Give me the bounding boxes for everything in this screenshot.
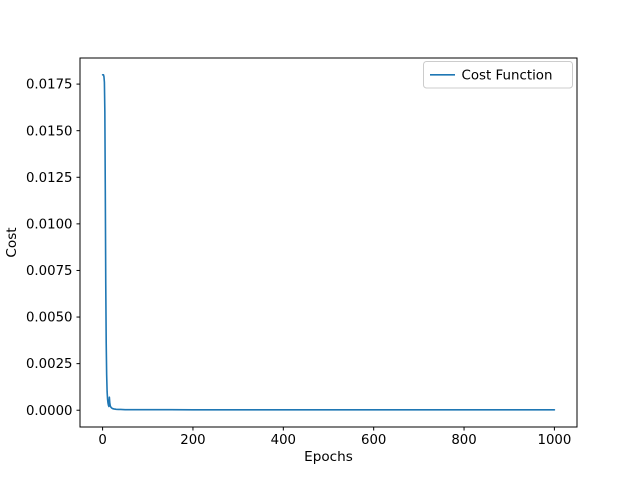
y-tick-label: 0.0150 <box>26 124 73 139</box>
y-axis-ticks: 0.0000 0.0025 0.0050 0.0075 0.0100 0.0125 0.01… <box>26 78 80 419</box>
legend-box <box>423 61 573 89</box>
x-tick-label: 0 <box>98 433 106 448</box>
y-axis-label: Cost <box>4 227 20 257</box>
y-tick-label: 0.0125 <box>26 171 73 186</box>
cost-function-line <box>101 73 556 411</box>
x-tick-label: 400 <box>271 433 296 448</box>
x-tick-label: 200 <box>180 433 205 448</box>
legend-label: Cost Function <box>462 68 553 83</box>
x-tick-label: 1000 <box>537 433 571 448</box>
y-tick-label: 0.0050 <box>26 311 73 326</box>
x-axis-ticks: 0 200 400 600 800 1000 <box>98 427 571 448</box>
y-tick-label: 0.0075 <box>26 264 73 279</box>
y-tick-label: 0.0100 <box>26 217 73 232</box>
plot-area <box>79 57 578 428</box>
x-tick-label: 600 <box>361 433 386 448</box>
x-tick-label: 800 <box>451 433 476 448</box>
legend: Cost Function <box>423 61 573 89</box>
y-tick-label: 0.0025 <box>26 357 73 372</box>
x-axis-label: Epochs <box>304 449 353 465</box>
y-tick-label: 0.0175 <box>26 78 73 93</box>
series-group <box>101 73 556 411</box>
y-tick-label: 0.0000 <box>26 404 73 419</box>
